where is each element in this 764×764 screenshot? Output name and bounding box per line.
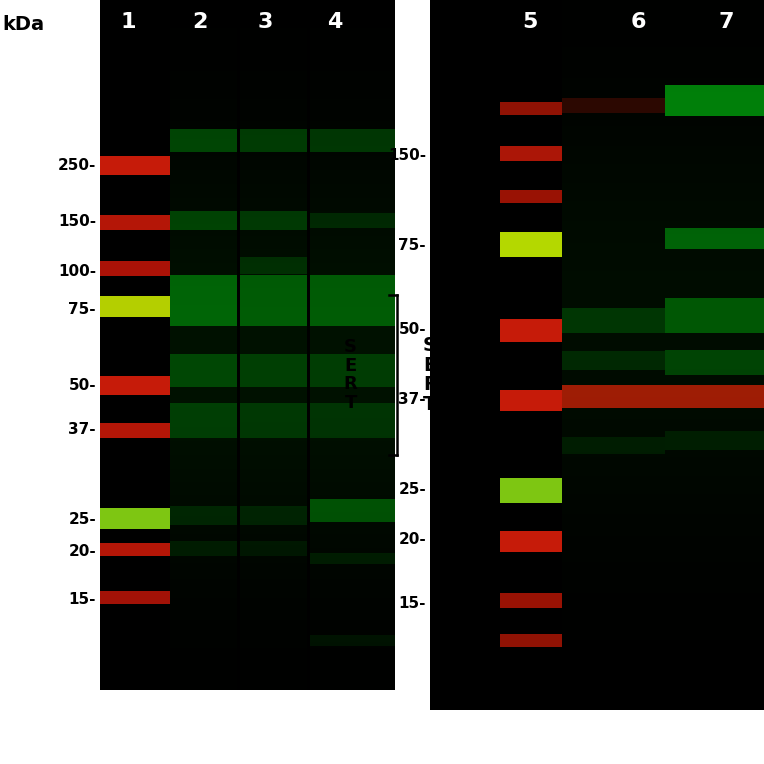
Text: 3: 3 xyxy=(257,12,273,32)
Text: 37-: 37- xyxy=(68,422,96,438)
Text: S
E
R
T: S E R T xyxy=(423,336,438,414)
Text: 75-: 75- xyxy=(68,303,96,318)
Text: S
E
R
T: S E R T xyxy=(343,338,357,412)
Text: 15-: 15- xyxy=(399,597,426,611)
Text: 100-: 100- xyxy=(58,264,96,280)
Text: 7: 7 xyxy=(718,12,733,32)
Text: 50-: 50- xyxy=(68,377,96,393)
Text: 150-: 150- xyxy=(58,215,96,229)
Text: kDa: kDa xyxy=(432,15,474,34)
Text: 25-: 25- xyxy=(68,513,96,527)
Text: 15-: 15- xyxy=(69,593,96,607)
Text: 5: 5 xyxy=(523,12,538,32)
Text: 4: 4 xyxy=(327,12,343,32)
Text: 250-: 250- xyxy=(57,157,96,173)
Text: 50-: 50- xyxy=(398,322,426,338)
Text: 37-: 37- xyxy=(398,393,426,407)
Text: kDa: kDa xyxy=(2,15,44,34)
Text: 75-: 75- xyxy=(398,238,426,254)
Text: 6: 6 xyxy=(630,12,646,32)
Text: 1: 1 xyxy=(120,12,136,32)
Text: 20-: 20- xyxy=(398,533,426,548)
Text: 2: 2 xyxy=(193,12,208,32)
Text: 20-: 20- xyxy=(68,543,96,558)
Text: 25-: 25- xyxy=(398,483,426,497)
Text: 150-: 150- xyxy=(388,148,426,163)
